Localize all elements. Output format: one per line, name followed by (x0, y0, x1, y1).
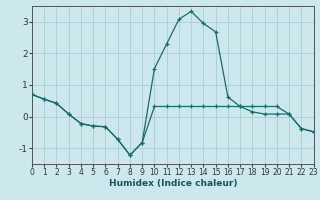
X-axis label: Humidex (Indice chaleur): Humidex (Indice chaleur) (108, 179, 237, 188)
